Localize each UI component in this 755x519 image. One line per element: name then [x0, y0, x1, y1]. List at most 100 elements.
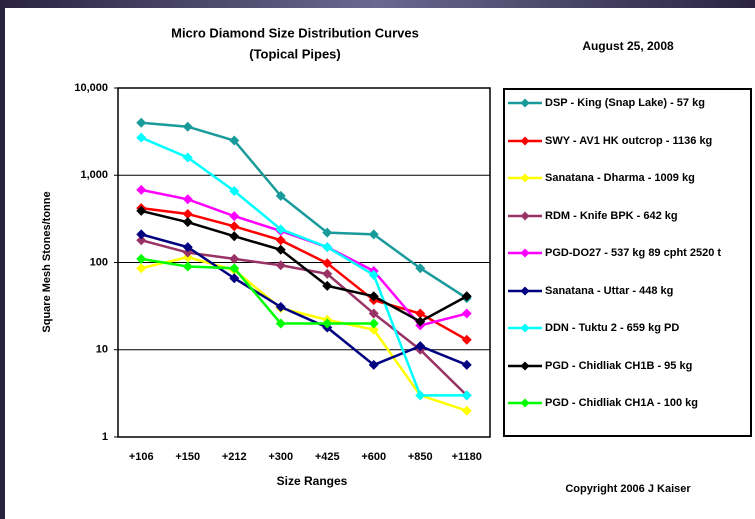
data-point [415, 308, 426, 319]
legend-diamond [520, 361, 530, 370]
legend-marker [508, 136, 542, 145]
data-point [229, 273, 240, 284]
data-point [368, 359, 379, 370]
y-tick-label: 1,000 [80, 169, 108, 181]
data-point [136, 117, 147, 128]
data-point [322, 227, 333, 238]
data-point [275, 224, 286, 235]
top-band [0, 0, 755, 8]
data-point [136, 132, 147, 143]
data-point [182, 261, 193, 272]
left-band [0, 0, 5, 519]
legend-diamond [520, 286, 530, 295]
legend-label: Sanatana - Uttar - 448 kg [545, 284, 674, 297]
data-point [415, 316, 426, 327]
y-tick-label: 10 [96, 344, 108, 356]
data-point [322, 280, 333, 291]
data-point [229, 253, 240, 264]
data-point [182, 208, 193, 219]
series-line [140, 233, 468, 367]
data-point [136, 205, 147, 216]
y-tick-label: 10,000 [74, 82, 108, 94]
legend-diamond [520, 398, 530, 408]
legend-label: SWY - AV1 HK outcrop - 1136 kg [545, 134, 713, 147]
legend-item: PGD - Chidliak CH1B - 95 kg [505, 359, 750, 373]
data-point [229, 185, 240, 196]
legend-diamond [520, 248, 530, 258]
data-point [136, 263, 147, 274]
date: August 25, 2008 [582, 39, 674, 53]
data-point [368, 318, 379, 329]
legend-item: SWY - AV1 HK outcrop - 1136 kg [505, 134, 750, 148]
series-line [140, 255, 468, 412]
legend-marker [508, 98, 542, 108]
data-point [322, 318, 333, 329]
data-point [415, 263, 426, 274]
copyright: Copyright 2006 J Kaiser [565, 483, 691, 495]
legend-label: DSP - King (Snap Lake) - 57 kg [545, 97, 705, 109]
series-line [140, 136, 467, 397]
legend-diamond [520, 211, 530, 220]
data-point [275, 190, 286, 201]
y-tick-label: 1 [102, 431, 108, 443]
legend-label: PGD - Chidliak CH1B - 95 kg [545, 359, 693, 372]
x-tick-label: +150 [175, 451, 200, 463]
series-line [140, 209, 468, 324]
legend-item: PGD - Chidliak CH1A - 100 kg [505, 396, 750, 410]
data-point [322, 242, 333, 253]
legend-marker [508, 248, 542, 258]
legend-diamond [520, 173, 530, 183]
legend-label: Sanatana - Dharma - 1009 kg [545, 172, 695, 184]
data-point [368, 291, 379, 302]
data-point [182, 152, 193, 163]
data-point [415, 390, 426, 401]
legend-marker [508, 361, 542, 370]
data-point [415, 341, 426, 352]
data-point [229, 221, 240, 232]
legend-diamond [520, 323, 530, 333]
data-point [229, 211, 240, 222]
data-point [322, 268, 333, 279]
legend-marker [508, 398, 542, 408]
data-point [229, 135, 240, 146]
x-tick-label: +425 [315, 451, 340, 463]
data-point [182, 121, 193, 132]
x-tick-label: +212 [222, 451, 247, 463]
legend: DSP - King (Snap Lake) - 57 kg SWY - AV1 … [503, 88, 752, 437]
plot-frame [117, 87, 491, 438]
chart-subtitle: (Topical Pipes) [249, 46, 341, 61]
data-point [136, 235, 147, 246]
data-point [229, 231, 240, 242]
data-point [368, 229, 379, 240]
data-point [275, 318, 286, 329]
legend-marker [508, 286, 542, 295]
legend-item: RDM - Knife BPK - 642 kg [505, 209, 750, 223]
legend-item: PGD-DO27 - 537 kg 89 cpht 2520 t [505, 246, 750, 260]
data-point [368, 269, 379, 280]
x-tick-label: +600 [361, 451, 386, 463]
legend-item: DSP - King (Snap Lake) - 57 kg [505, 96, 750, 110]
legend-label: RDM - Knife BPK - 642 kg [545, 209, 678, 222]
data-point [368, 308, 379, 319]
data-point [461, 308, 472, 319]
y-axis-label: Square Mesh Stones/tonne [41, 191, 53, 332]
legend-label: PGD - Chidliak CH1A - 100 kg [545, 397, 699, 409]
legend-marker [508, 173, 542, 183]
data-point [275, 301, 286, 312]
y-tick-label: 100 [90, 256, 108, 268]
data-point [461, 334, 472, 345]
legend-diamond [520, 98, 530, 108]
series-line [141, 206, 468, 341]
data-point [322, 258, 333, 269]
data-point [229, 263, 240, 274]
data-point [461, 405, 472, 416]
data-point [136, 184, 147, 195]
chart-title: Micro Diamond Size Distribution Curves [171, 25, 419, 40]
data-point [368, 324, 379, 335]
data-point [182, 194, 193, 205]
legend-item: DDN - Tuktu 2 - 659 kg PD [505, 321, 750, 335]
data-point [461, 390, 472, 401]
series-line [141, 121, 468, 300]
